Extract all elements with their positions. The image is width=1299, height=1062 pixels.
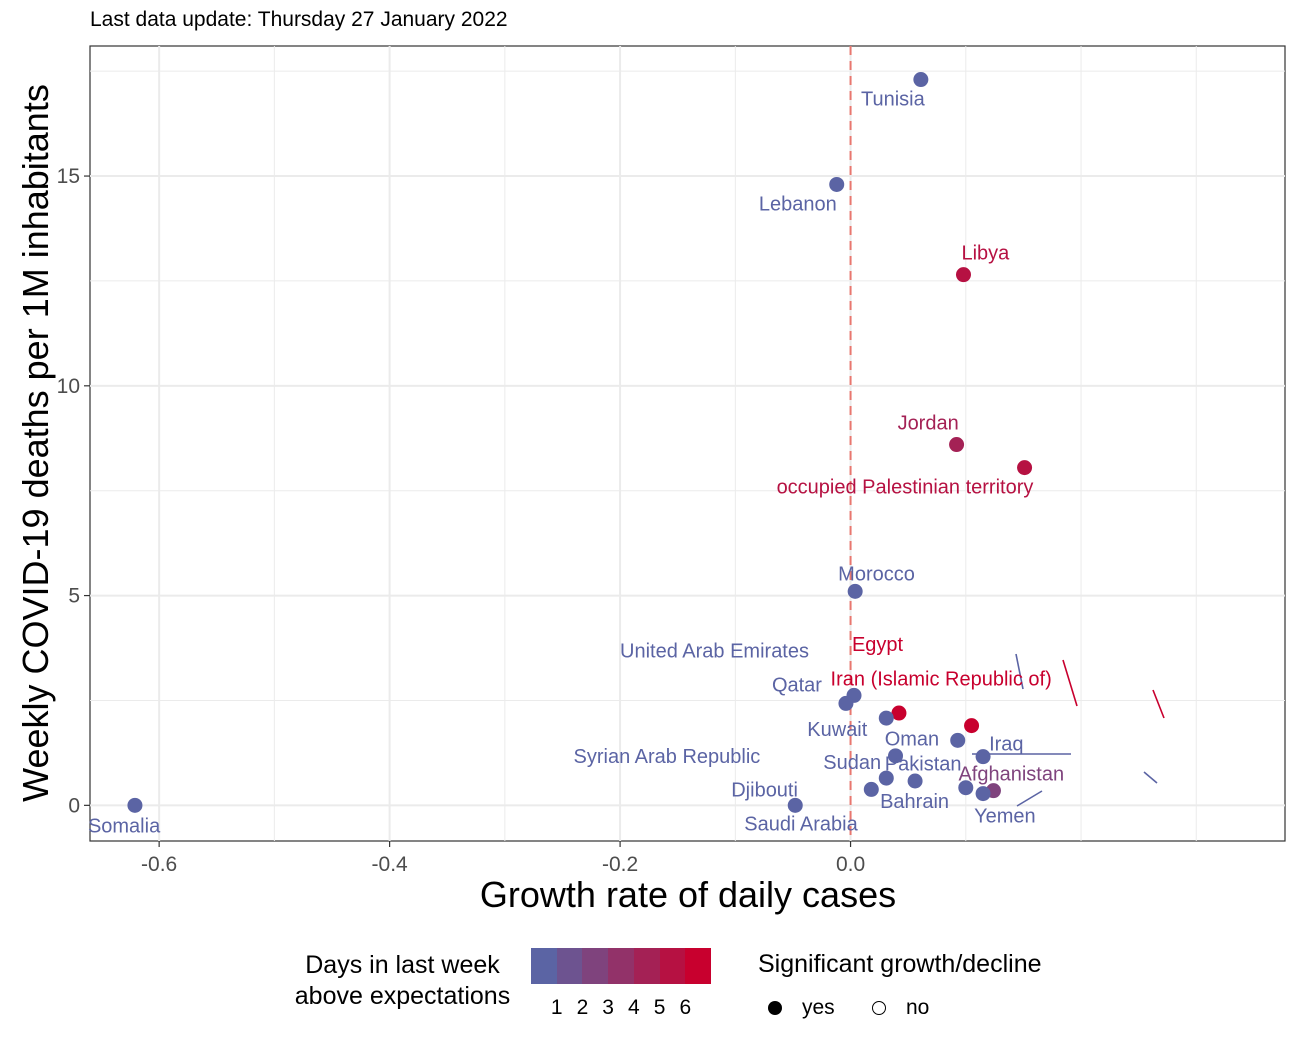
data-point (829, 176, 845, 192)
point-label: United Arab Emirates (620, 640, 809, 662)
color-legend-tick: 5 (653, 996, 666, 1019)
color-legend-tick: 2 (576, 996, 589, 1019)
data-point (787, 797, 803, 813)
data-point (888, 748, 904, 764)
point-label: Djibouti (731, 779, 798, 801)
shape-legend-yes: yes (768, 996, 835, 1020)
color-legend-tick: 4 (628, 996, 640, 1019)
point-label: Afghanistan (958, 764, 1064, 786)
color-legend-swatch (659, 948, 686, 984)
y-tick-label: 15 (57, 165, 80, 188)
label-leader-line (1062, 659, 1078, 707)
color-legend-swatch (608, 948, 634, 984)
color-legend-swatch (582, 948, 609, 984)
data-point (838, 695, 854, 711)
data-point (847, 583, 863, 599)
data-point (913, 72, 929, 88)
point-label: Kuwait (807, 719, 867, 741)
point-label: Libya (961, 243, 1010, 265)
label-leader-line (1016, 790, 1043, 807)
data-point (127, 797, 143, 813)
data-point (975, 749, 991, 765)
point-label: occupied Palestinian territory (777, 477, 1034, 499)
data-point (950, 732, 966, 748)
chart-subtitle: Last data update: Thursday 27 January 20… (90, 8, 508, 31)
data-points (127, 72, 1033, 813)
data-point (958, 780, 974, 796)
filled-circle-icon (768, 1001, 782, 1015)
point-label: Egypt (852, 634, 904, 656)
point-label: Bahrain (880, 791, 949, 813)
point-label: Morocco (838, 563, 915, 585)
data-point (891, 705, 907, 721)
x-tick-label: -0.4 (372, 853, 409, 876)
y-axis-label: Weekly COVID-19 deaths per 1M inhabitant… (15, 84, 56, 802)
point-label: Qatar (772, 674, 822, 696)
point-label: Iran (Islamic Republic of) (831, 669, 1052, 691)
shape-legend-yes-label: yes (802, 996, 835, 1019)
color-legend-swatch (556, 948, 583, 984)
shape-legend-title: Significant growth/decline (758, 950, 1042, 978)
color-legend-tick: 6 (679, 996, 692, 1019)
label-leader-line (1015, 653, 1024, 690)
point-label: Sudan (823, 752, 881, 774)
data-point (863, 781, 879, 797)
point-label: Somalia (88, 815, 161, 837)
point-label: Jordan (898, 413, 959, 435)
point-label: Lebanon (759, 193, 837, 215)
data-point (907, 773, 923, 789)
point-label: Iraq (989, 734, 1023, 756)
point-label: Tunisia (861, 89, 926, 111)
color-legend-swatch (685, 948, 712, 984)
data-point (955, 267, 971, 283)
x-tick-label: -0.2 (602, 853, 638, 876)
label-leader-line (1152, 689, 1165, 719)
data-point (975, 786, 991, 802)
color-legend-tick: 3 (602, 996, 614, 1019)
color-legend-swatch (531, 948, 557, 984)
shape-legend-no-label: no (906, 996, 930, 1019)
y-tick-label: 5 (68, 585, 80, 608)
x-axis-label: Growth rate of daily cases (480, 874, 896, 915)
color-legend-tick: 1 (550, 996, 563, 1019)
shape-legend-no: no (872, 996, 929, 1020)
y-tick-label: 0 (68, 794, 80, 817)
x-tick-label: -0.6 (141, 853, 177, 876)
point-label: Syrian Arab Republic (574, 746, 761, 768)
label-leader-line (1143, 771, 1158, 784)
data-point (1017, 460, 1033, 476)
point-label: Saudi Arabia (744, 813, 858, 835)
point-label: Oman (885, 728, 939, 750)
grid-lines (90, 46, 1285, 841)
data-point (949, 437, 965, 453)
data-point (964, 718, 980, 734)
point-label: Pakistan (885, 754, 962, 776)
open-circle-icon (872, 1001, 886, 1015)
plot-panel (89, 45, 1286, 842)
color-legend-title: Days in last week above expectations (294, 951, 511, 1010)
data-point (878, 710, 894, 726)
axis-ticks: -0.6 -0.4 -0.2 0.0 0 5 10 15 (57, 165, 866, 876)
point-label: Yemen (974, 806, 1036, 828)
color-legend-swatch (633, 948, 660, 984)
point-labels: Tunisia Lebanon Libya Jordan occupied Palest… (88, 89, 1064, 838)
y-tick-label: 10 (57, 375, 80, 398)
data-point (878, 770, 894, 786)
color-legend-bar (531, 948, 712, 984)
x-tick-label: 0.0 (836, 853, 865, 876)
